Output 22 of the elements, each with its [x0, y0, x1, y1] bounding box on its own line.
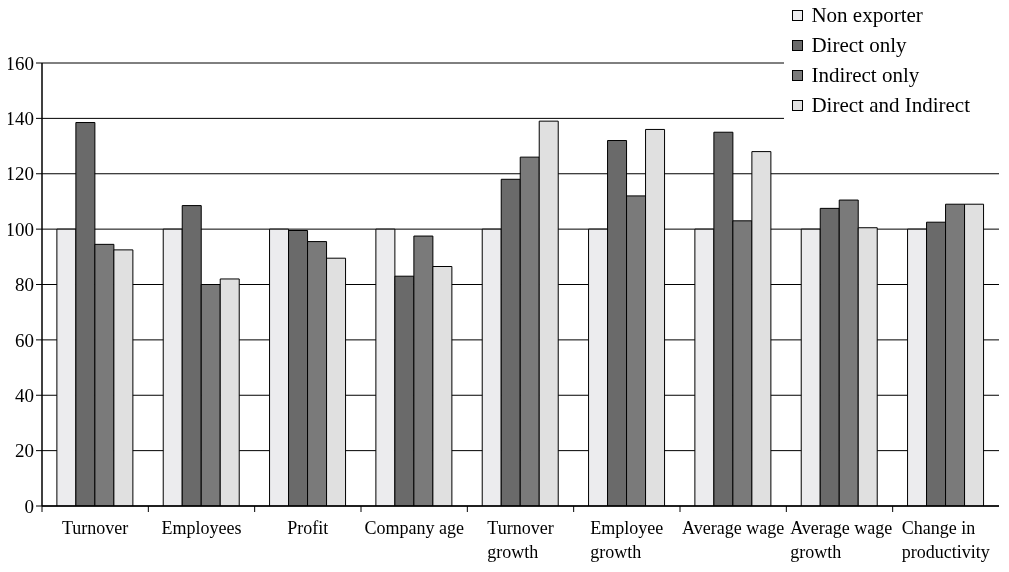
x-tick-label: Average wage — [682, 518, 785, 538]
x-tick-label: Company age — [364, 518, 464, 538]
y-tick-label: 160 — [5, 52, 34, 74]
legend-label: Direct only — [811, 32, 907, 58]
x-tick-label: Turnover growth — [487, 518, 554, 562]
legend-label: Direct and Indirect — [811, 92, 970, 118]
y-tick-label: 0 — [24, 495, 34, 517]
x-tick-label: Employee growth — [590, 518, 664, 562]
y-tick-label: 20 — [15, 440, 34, 462]
y-tick-label: 80 — [15, 274, 34, 296]
legend-label: Indirect only — [811, 62, 920, 88]
x-tick-label: Profit — [287, 518, 329, 538]
y-tick-label: 60 — [15, 329, 34, 351]
y-tick-label: 100 — [5, 218, 34, 240]
y-tick-label: 140 — [5, 108, 34, 130]
y-tick-label: 40 — [15, 384, 34, 406]
legend-label: Non exporter — [811, 2, 923, 28]
x-tick-label: Turnover — [62, 518, 129, 538]
y-tick-label: 120 — [5, 163, 34, 185]
x-tick-label: Change in productivity — [901, 518, 990, 562]
x-tick-label: Employees — [161, 518, 242, 538]
x-tick-label: Average wage growth — [790, 518, 893, 562]
